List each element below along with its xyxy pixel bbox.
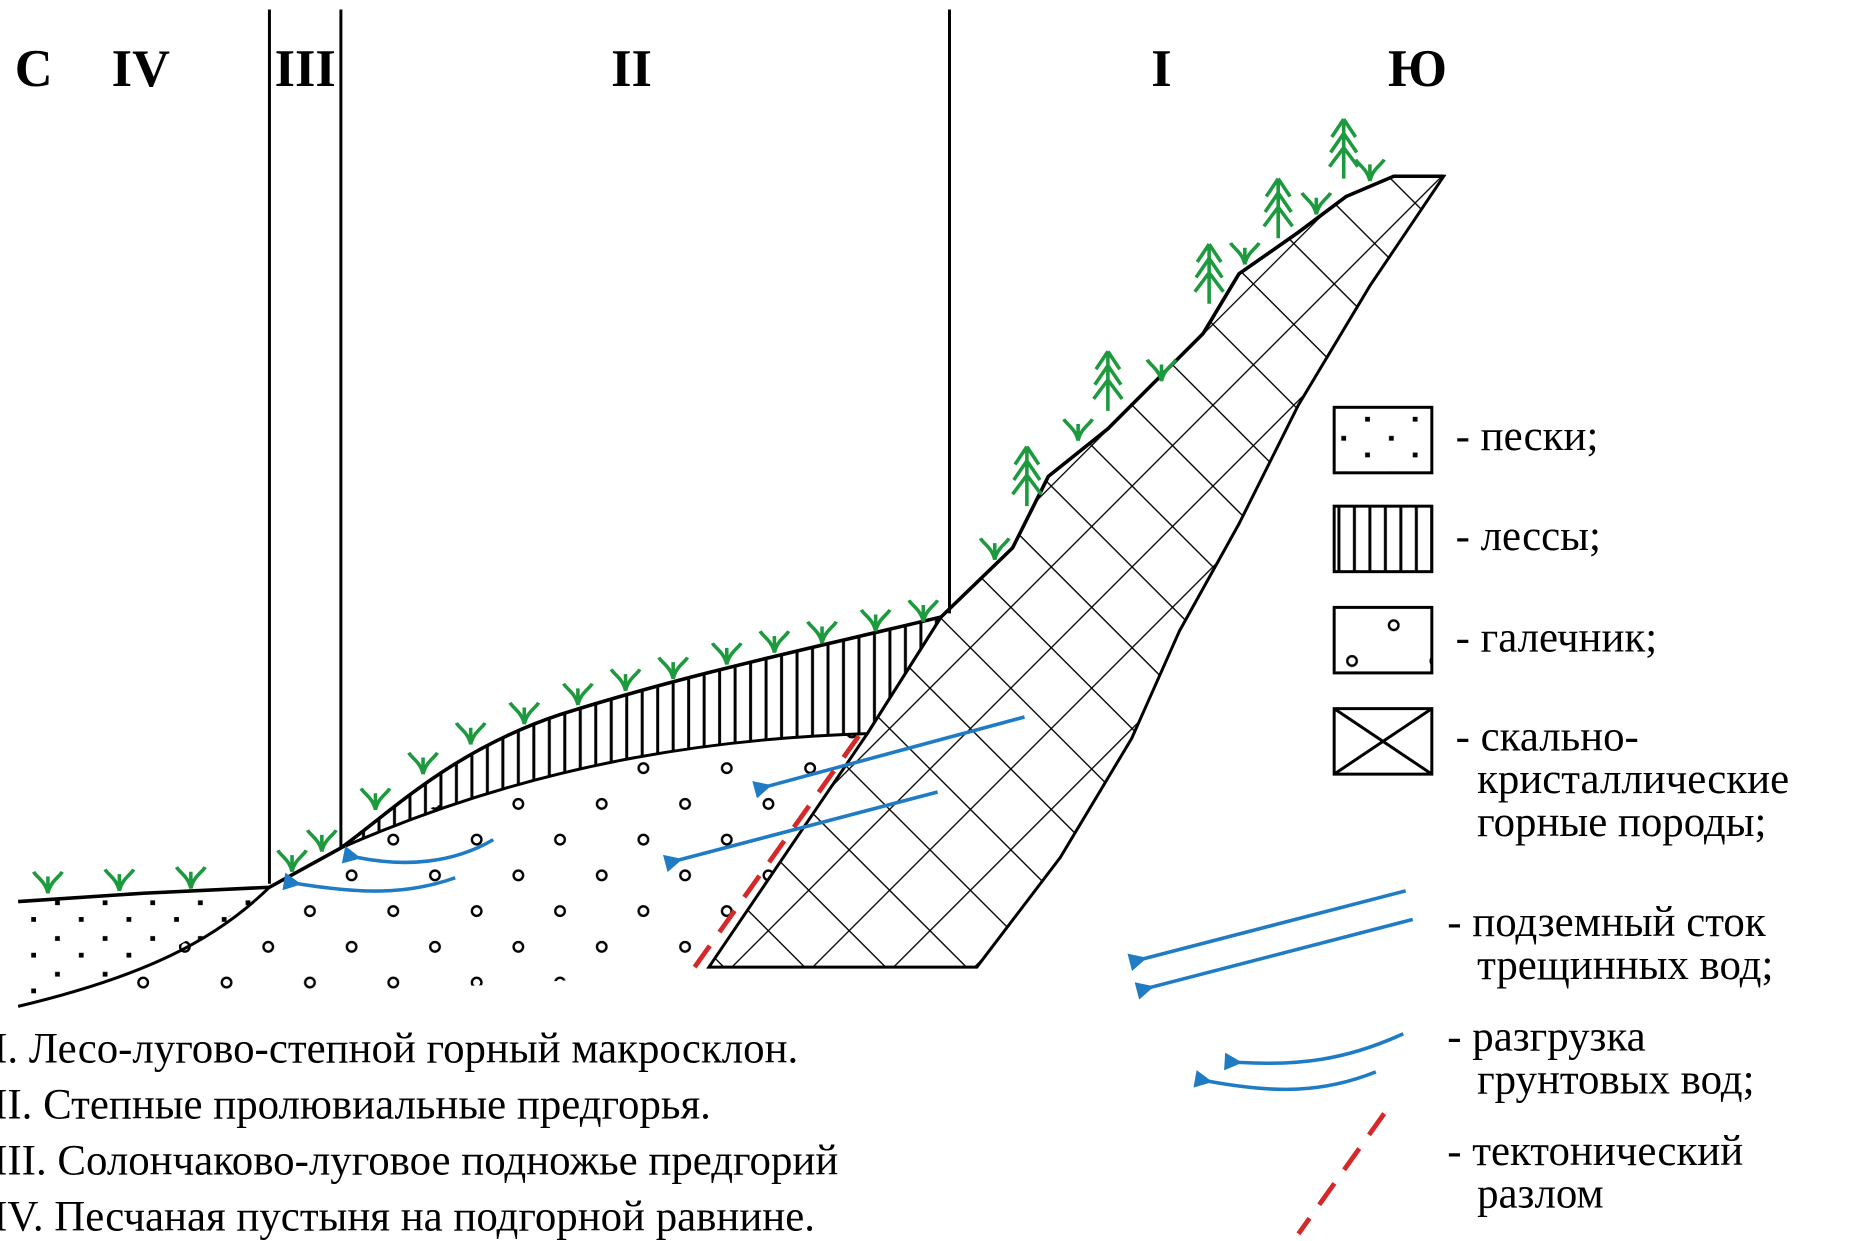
note-line: II. Степные пролювиальные предгорья. bbox=[0, 1081, 711, 1128]
legend-text: - тектонический bbox=[1447, 1128, 1743, 1175]
note-line: I. Лесо-лугово-степной горный макросклон… bbox=[0, 1025, 798, 1072]
zone-label: III bbox=[275, 40, 336, 98]
fault-line bbox=[692, 727, 866, 969]
legend-text: - галечник; bbox=[1456, 614, 1657, 661]
legend-text: - подземный сток bbox=[1447, 899, 1766, 946]
legend-text: - пески; bbox=[1456, 413, 1599, 460]
zone-label: I bbox=[1151, 40, 1171, 98]
note-line: III. Солончаково-луговое подножье предго… bbox=[0, 1137, 838, 1184]
sand-layer bbox=[18, 887, 270, 1007]
notes: I. Лесо-лугово-степной горный макросклон… bbox=[0, 1025, 838, 1240]
note-line: IV. Песчаная пустыня на подгорной равнин… bbox=[0, 1193, 815, 1240]
zone-label: IV bbox=[112, 40, 170, 98]
legend-text: - скально- bbox=[1456, 713, 1639, 760]
legend-text: трещинных вод; bbox=[1477, 942, 1773, 989]
direction-label: Ю bbox=[1388, 40, 1447, 98]
pebble-layer bbox=[24, 733, 868, 1007]
legend-text: - лессы; bbox=[1456, 513, 1601, 560]
legend-text: - разгрузка bbox=[1447, 1013, 1645, 1060]
sand-boundary bbox=[17, 886, 271, 1008]
legend-symbols bbox=[1127, 405, 1434, 1236]
direction-label: С bbox=[15, 40, 53, 98]
legend: - пески; - лессы; - галечник; - скально-кри… bbox=[1447, 413, 1789, 1217]
legend-text: горные породы; bbox=[1477, 799, 1766, 846]
legend-text: грунтовых вод; bbox=[1477, 1056, 1754, 1103]
legend-text: кристаллические bbox=[1477, 756, 1789, 803]
zone-label: II bbox=[611, 40, 652, 98]
water-flows bbox=[282, 715, 1025, 893]
ground-surface bbox=[18, 174, 1444, 904]
zone-lines bbox=[267, 9, 951, 884]
legend-text: разлом bbox=[1477, 1171, 1604, 1218]
